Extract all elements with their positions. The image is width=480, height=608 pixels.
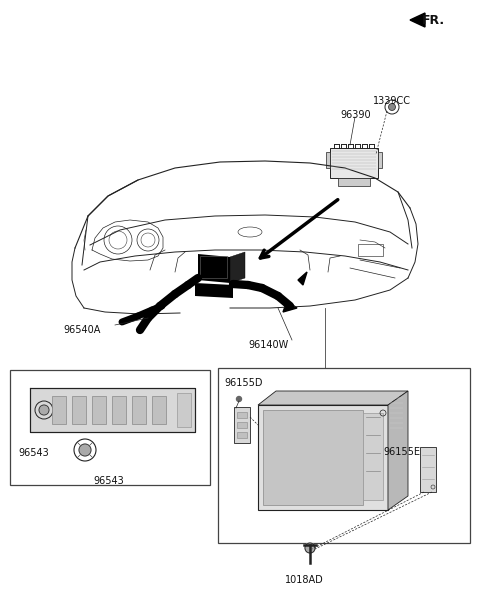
Bar: [234, 407, 250, 443]
Bar: [112, 396, 126, 424]
Bar: [132, 396, 146, 424]
Bar: [218, 368, 470, 543]
Bar: [30, 388, 195, 432]
Circle shape: [237, 396, 241, 401]
Polygon shape: [378, 152, 382, 168]
Bar: [263, 410, 363, 505]
Circle shape: [79, 444, 91, 456]
Polygon shape: [195, 283, 233, 298]
Polygon shape: [388, 391, 408, 510]
Bar: [258, 405, 388, 510]
Polygon shape: [258, 391, 408, 405]
Bar: [92, 396, 106, 424]
Bar: [420, 447, 436, 492]
Polygon shape: [198, 254, 230, 283]
Bar: [237, 432, 247, 438]
Polygon shape: [230, 252, 245, 283]
Bar: [177, 393, 191, 427]
Bar: [338, 178, 370, 186]
Text: 96543: 96543: [93, 476, 124, 486]
Circle shape: [305, 543, 315, 553]
Bar: [52, 396, 66, 424]
Polygon shape: [298, 272, 307, 285]
Circle shape: [388, 103, 396, 111]
Bar: [200, 256, 227, 278]
Text: 96155D: 96155D: [224, 378, 263, 388]
Text: 1339CC: 1339CC: [373, 96, 411, 106]
Bar: [237, 422, 247, 428]
Bar: [330, 148, 378, 178]
Bar: [10, 370, 210, 485]
Bar: [363, 413, 383, 500]
Bar: [358, 244, 383, 256]
Text: 96140W: 96140W: [248, 340, 288, 350]
Polygon shape: [283, 301, 297, 312]
Text: 96540A: 96540A: [63, 325, 100, 335]
Text: 96390: 96390: [340, 110, 371, 120]
Circle shape: [39, 405, 49, 415]
Polygon shape: [326, 152, 330, 168]
Text: 96543: 96543: [18, 448, 49, 458]
Text: 1018AD: 1018AD: [285, 575, 324, 585]
Text: 96155E: 96155E: [383, 447, 420, 457]
Bar: [237, 412, 247, 418]
Bar: [152, 396, 166, 424]
Text: FR.: FR.: [422, 14, 445, 27]
Polygon shape: [410, 13, 425, 27]
Bar: [72, 396, 86, 424]
